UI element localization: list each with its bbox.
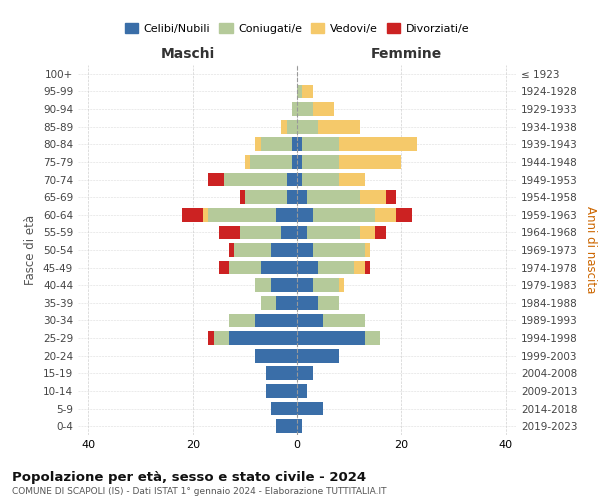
Bar [375, 208, 396, 222]
Bar [255, 278, 271, 292]
Bar [396, 208, 412, 222]
Bar [214, 331, 229, 345]
Bar [302, 84, 313, 98]
Bar [208, 331, 214, 345]
Bar [339, 138, 417, 151]
Bar [229, 243, 235, 257]
Bar [266, 384, 297, 398]
Bar [260, 296, 276, 310]
Bar [297, 190, 307, 204]
Bar [307, 226, 359, 239]
Bar [235, 243, 271, 257]
Bar [292, 155, 297, 169]
Bar [355, 260, 365, 274]
Bar [287, 172, 297, 186]
Bar [297, 243, 313, 257]
Bar [219, 226, 239, 239]
Bar [297, 420, 302, 433]
Bar [271, 278, 297, 292]
Bar [255, 314, 297, 328]
Bar [297, 84, 302, 98]
Bar [297, 349, 339, 362]
Bar [297, 226, 307, 239]
Bar [313, 243, 365, 257]
Bar [276, 208, 297, 222]
Bar [339, 278, 344, 292]
Bar [297, 296, 318, 310]
Bar [313, 208, 375, 222]
Bar [245, 155, 250, 169]
Bar [292, 138, 297, 151]
Bar [245, 190, 287, 204]
Legend: Celibi/Nubili, Coniugati/e, Vedovi/e, Divorziati/e: Celibi/Nubili, Coniugati/e, Vedovi/e, Di… [121, 19, 473, 38]
Bar [239, 190, 245, 204]
Bar [307, 190, 359, 204]
Bar [260, 260, 297, 274]
Bar [271, 402, 297, 415]
Bar [208, 172, 224, 186]
Bar [229, 331, 297, 345]
Bar [297, 402, 323, 415]
Bar [250, 155, 292, 169]
Bar [203, 208, 208, 222]
Bar [208, 208, 276, 222]
Bar [276, 296, 297, 310]
Bar [375, 226, 386, 239]
Bar [281, 226, 297, 239]
Bar [318, 296, 339, 310]
Bar [313, 278, 339, 292]
Bar [339, 172, 365, 186]
Bar [297, 278, 313, 292]
Bar [297, 102, 313, 116]
Bar [182, 208, 203, 222]
Bar [386, 190, 396, 204]
Bar [239, 226, 281, 239]
Bar [365, 260, 370, 274]
Bar [229, 260, 260, 274]
Bar [281, 120, 287, 134]
Bar [359, 190, 386, 204]
Bar [292, 102, 297, 116]
Bar [313, 102, 334, 116]
Bar [276, 420, 297, 433]
Bar [297, 384, 307, 398]
Bar [287, 190, 297, 204]
Bar [302, 172, 339, 186]
Bar [260, 138, 292, 151]
Text: Femmine: Femmine [371, 48, 442, 62]
Bar [297, 138, 302, 151]
Bar [318, 260, 355, 274]
Bar [365, 243, 370, 257]
Y-axis label: Anni di nascita: Anni di nascita [584, 206, 597, 294]
Bar [287, 120, 297, 134]
Bar [297, 120, 318, 134]
Bar [297, 155, 302, 169]
Bar [229, 314, 255, 328]
Bar [297, 172, 302, 186]
Bar [365, 331, 380, 345]
Bar [339, 155, 401, 169]
Bar [359, 226, 375, 239]
Bar [219, 260, 229, 274]
Y-axis label: Fasce di età: Fasce di età [25, 215, 37, 285]
Bar [297, 331, 365, 345]
Bar [266, 366, 297, 380]
Bar [255, 349, 297, 362]
Bar [297, 314, 323, 328]
Bar [297, 366, 313, 380]
Bar [224, 172, 287, 186]
Bar [271, 243, 297, 257]
Bar [302, 138, 339, 151]
Text: COMUNE DI SCAPOLI (IS) - Dati ISTAT 1° gennaio 2024 - Elaborazione TUTTITALIA.IT: COMUNE DI SCAPOLI (IS) - Dati ISTAT 1° g… [12, 488, 386, 496]
Bar [297, 260, 318, 274]
Bar [318, 120, 359, 134]
Bar [323, 314, 365, 328]
Bar [255, 138, 260, 151]
Text: Popolazione per età, sesso e stato civile - 2024: Popolazione per età, sesso e stato civil… [12, 471, 366, 484]
Bar [297, 208, 313, 222]
Text: Maschi: Maschi [160, 48, 215, 62]
Bar [302, 155, 339, 169]
